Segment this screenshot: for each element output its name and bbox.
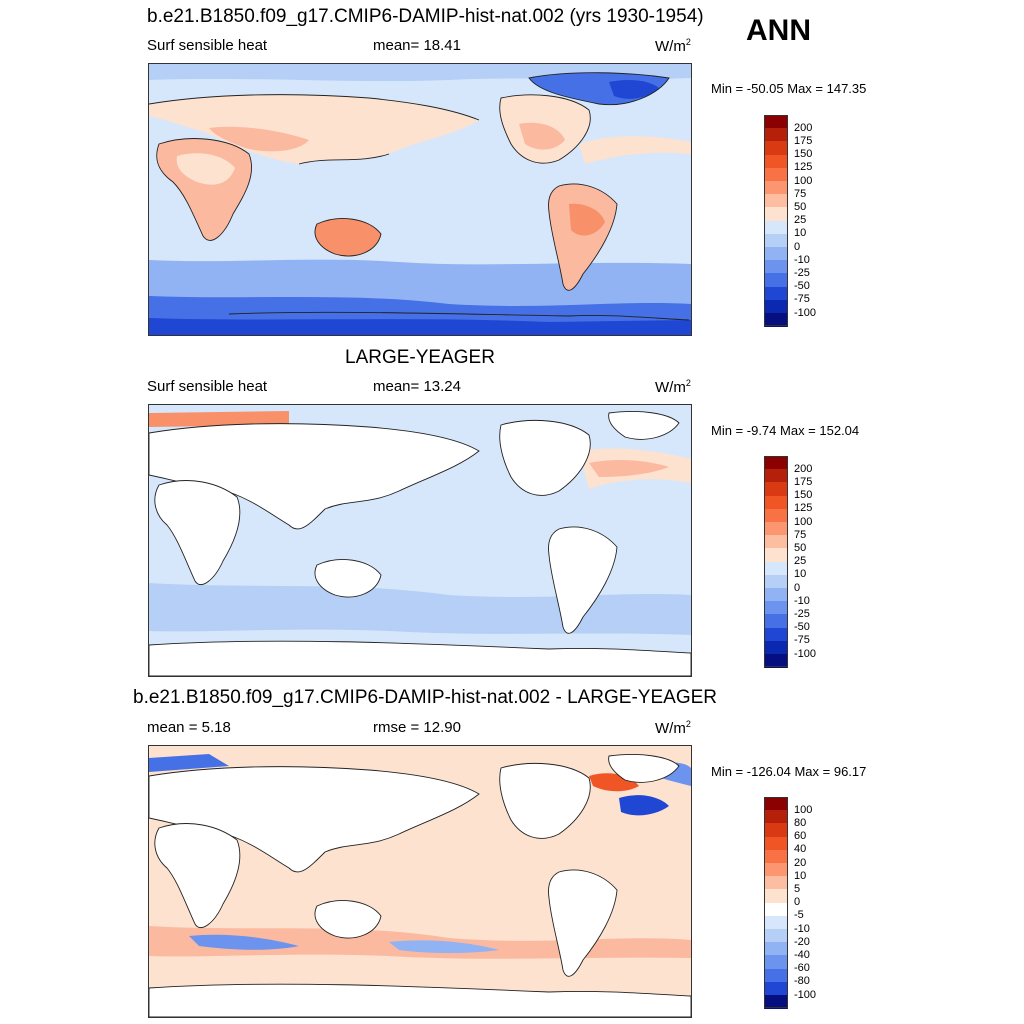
colorbar-tick-label: 20 bbox=[794, 856, 807, 869]
colorbar-tick-label: -50 bbox=[794, 280, 810, 293]
panel2-title: LARGE-YEAGER bbox=[345, 347, 495, 368]
colorbar-tick-label: -75 bbox=[794, 293, 810, 306]
panel1-minmax: Min = -50.05 Max = 147.35 bbox=[711, 81, 867, 96]
colorbar-tick-label: -5 bbox=[794, 909, 804, 922]
colorbar-tick-label: -40 bbox=[794, 948, 810, 961]
colorbar-tick-label: -100 bbox=[794, 988, 817, 1001]
colorbar-tick-label: 0 bbox=[794, 240, 801, 253]
panel1-mean: mean= 18.41 bbox=[373, 37, 461, 54]
panel3-title: b.e21.B1850.f09_g17.CMIP6-DAMIP-hist-nat… bbox=[133, 687, 717, 708]
colorbar-tick-label: -60 bbox=[794, 962, 810, 975]
colorbar-tick-label: 75 bbox=[794, 528, 807, 541]
panel2-minmax: Min = -9.74 Max = 152.04 bbox=[711, 423, 860, 438]
colorbar-tick-label: 5 bbox=[794, 882, 801, 895]
panel1-map bbox=[148, 63, 692, 336]
colorbar-tick-label: 50 bbox=[794, 200, 807, 213]
panel3-minmax: Min = -126.04 Max = 96.17 bbox=[711, 764, 867, 779]
colorbar-tick-label: -10 bbox=[794, 253, 810, 266]
panel3-map bbox=[148, 745, 692, 1018]
colorbar-tick-label: 50 bbox=[794, 541, 807, 554]
colorbar-tick-label: -10 bbox=[794, 922, 810, 935]
panel1-units: W/m2 bbox=[655, 37, 691, 55]
colorbar-tick-label: 100 bbox=[794, 803, 813, 816]
colorbar-tick-label: 175 bbox=[794, 475, 813, 488]
colorbar-tick-label: 10 bbox=[794, 227, 807, 240]
colorbar-frame bbox=[764, 115, 788, 327]
colorbar-tick-label: 0 bbox=[794, 896, 801, 909]
colorbar-tick-label: -100 bbox=[794, 647, 817, 660]
colorbar-frame bbox=[764, 797, 788, 1009]
season-label: ANN bbox=[746, 14, 811, 47]
colorbar-tick-label: 150 bbox=[794, 148, 813, 161]
colorbar-tick-label: 80 bbox=[794, 816, 807, 829]
panel1-variable: Surf sensible heat bbox=[147, 37, 268, 54]
colorbar-tick-label: 0 bbox=[794, 581, 801, 594]
colorbar-tick-label: -20 bbox=[794, 935, 810, 948]
colorbar-tick-label: 150 bbox=[794, 489, 813, 502]
colorbar-tick-label: -25 bbox=[794, 266, 810, 279]
colorbar-tick-label: 25 bbox=[794, 214, 807, 227]
panel2-mean: mean= 13.24 bbox=[373, 378, 461, 395]
panel3-units: W/m2 bbox=[655, 719, 691, 737]
colorbar-tick-label: -75 bbox=[794, 634, 810, 647]
colorbar-tick-label: -10 bbox=[794, 594, 810, 607]
panel1-title: b.e21.B1850.f09_g17.CMIP6-DAMIP-hist-nat… bbox=[147, 6, 704, 27]
colorbar-tick-label: 25 bbox=[794, 555, 807, 568]
colorbar-tick-label: 125 bbox=[794, 502, 813, 515]
colorbar-tick-label: 10 bbox=[794, 568, 807, 581]
colorbar-tick-label: -80 bbox=[794, 975, 810, 988]
panel2-units: W/m2 bbox=[655, 378, 691, 396]
panel3-mean: mean = 5.18 bbox=[147, 719, 231, 736]
colorbar-tick-label: 200 bbox=[794, 121, 813, 134]
colorbar-tick-label: -25 bbox=[794, 607, 810, 620]
colorbar-tick-label: 100 bbox=[794, 515, 813, 528]
colorbar-tick-label: 40 bbox=[794, 843, 807, 856]
colorbar-tick-label: 175 bbox=[794, 134, 813, 147]
panel3-rmse: rmse = 12.90 bbox=[373, 719, 461, 736]
colorbar-tick-label: -50 bbox=[794, 621, 810, 634]
panel2-map bbox=[148, 404, 692, 677]
colorbar-tick-label: 200 bbox=[794, 462, 813, 475]
panel2-variable: Surf sensible heat bbox=[147, 378, 268, 395]
colorbar-tick-label: 75 bbox=[794, 187, 807, 200]
colorbar-tick-label: 125 bbox=[794, 161, 813, 174]
colorbar-frame bbox=[764, 456, 788, 668]
colorbar-tick-label: -100 bbox=[794, 306, 817, 319]
colorbar-tick-label: 100 bbox=[794, 174, 813, 187]
colorbar-tick-label: 60 bbox=[794, 830, 807, 843]
colorbar-tick-label: 10 bbox=[794, 869, 807, 882]
